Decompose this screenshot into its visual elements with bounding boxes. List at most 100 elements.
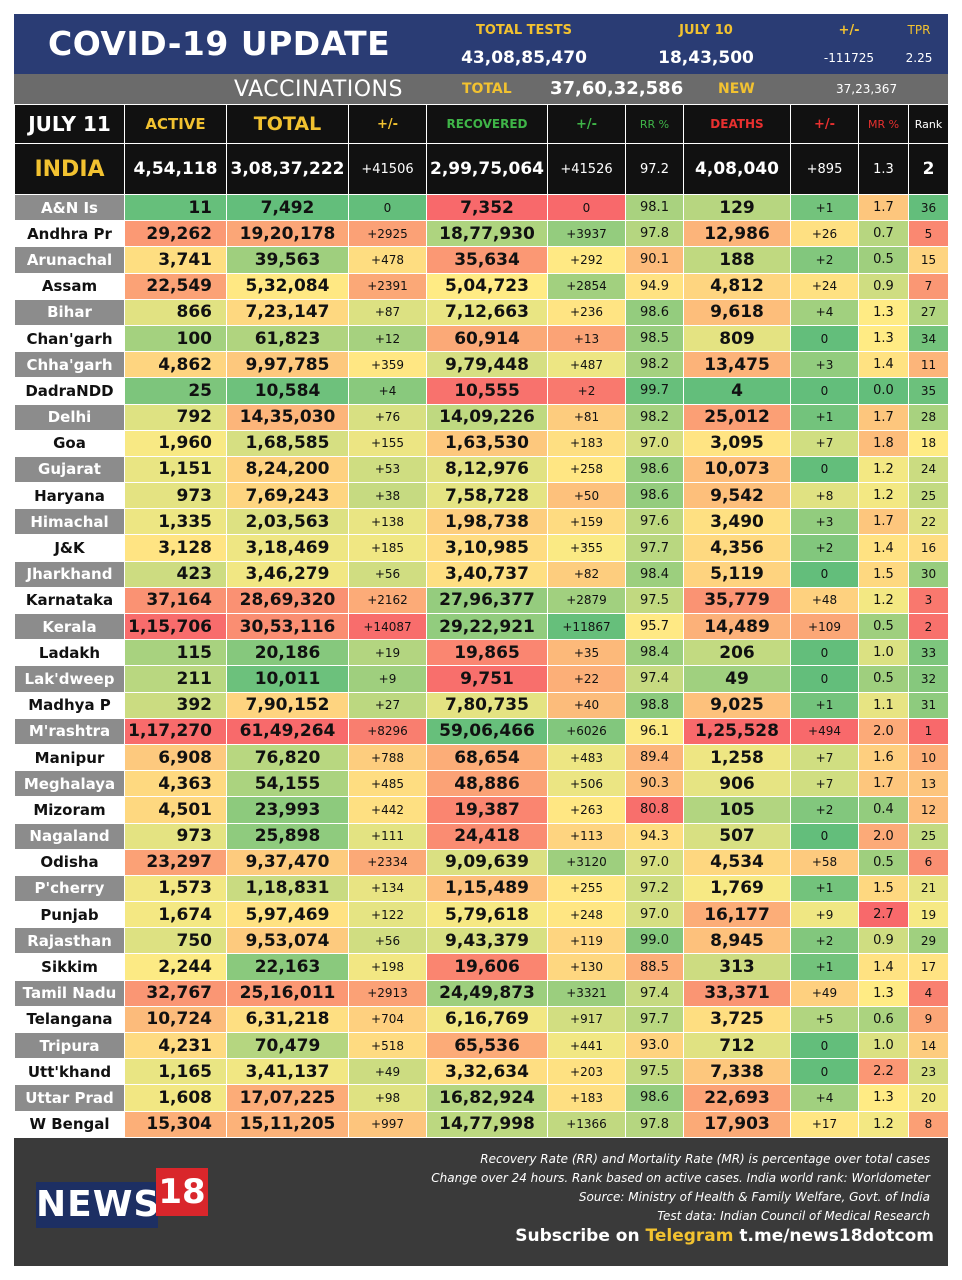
cell-dc: +7 xyxy=(790,770,859,798)
cell-active: 1,960 xyxy=(124,429,227,457)
cell-total: 7,90,152 xyxy=(226,691,349,719)
cell-tc: +359 xyxy=(348,351,427,379)
cell-rc: +113 xyxy=(547,822,626,850)
date-tests-value: 18,43,500 xyxy=(658,48,754,68)
state-name: Rajasthan xyxy=(14,927,125,955)
india-recovered: 2,99,75,064 xyxy=(426,143,548,195)
table-row: Assam 22,549 5,32,084 +2391 5,04,723 +2854 94.… xyxy=(14,272,949,300)
cell-rr: 97.5 xyxy=(625,586,684,615)
cell-rr: 94.9 xyxy=(625,272,684,300)
cell-rec: 65,536 xyxy=(426,1031,548,1060)
cell-rank: 15 xyxy=(908,246,949,274)
table-row: Chan'garh 100 61,823 +12 60,914 +13 98.5 809 0 1.… xyxy=(14,324,949,353)
cell-total: 25,898 xyxy=(226,822,349,850)
cell-dc: +9 xyxy=(790,901,859,929)
cell-rr: 98.1 xyxy=(625,193,684,222)
column-header-deaths: DEATHS xyxy=(683,104,791,144)
cell-active: 22,549 xyxy=(124,272,227,300)
cell-rr: 97.4 xyxy=(625,665,684,693)
cell-tc: +19 xyxy=(348,639,427,667)
state-name: Kerala xyxy=(14,612,125,641)
cell-total: 9,53,074 xyxy=(226,927,349,955)
india-deaths: 4,08,040 xyxy=(683,143,791,195)
cell-rc: +917 xyxy=(547,1005,626,1034)
cell-total: 39,563 xyxy=(226,246,349,274)
cell-mr: 0.7 xyxy=(858,220,909,248)
page-title: COVID-19 UPDATE xyxy=(48,24,391,63)
table-row: A&N Is 11 7,492 0 7,352 0 98.1 129 +1 1.7 36 xyxy=(14,193,949,222)
cell-tc: +76 xyxy=(348,403,427,431)
cell-rec: 60,914 xyxy=(426,324,548,353)
tests-change-value: -111725 xyxy=(823,51,875,65)
cell-rank: 18 xyxy=(908,429,949,457)
cell-dc: +1 xyxy=(790,403,859,431)
cell-deaths: 313 xyxy=(683,953,791,981)
vaccinations-total-value: 37,60,32,586 xyxy=(550,78,684,99)
cell-rr: 97.7 xyxy=(625,534,684,562)
cell-rc: +119 xyxy=(547,927,626,955)
cell-dc: +2 xyxy=(790,927,859,955)
cell-deaths: 3,725 xyxy=(683,1005,791,1034)
cell-mr: 0.5 xyxy=(858,848,909,876)
cell-total: 19,20,178 xyxy=(226,220,349,248)
cell-rc: +50 xyxy=(547,482,626,510)
cell-rr: 97.8 xyxy=(625,1110,684,1138)
cell-active: 792 xyxy=(124,403,227,431)
state-name: Telangana xyxy=(14,1005,125,1034)
cell-rr: 89.4 xyxy=(625,743,684,772)
table-row: Bihar 866 7,23,147 +87 7,12,663 +236 98.6 9,618… xyxy=(14,298,949,326)
cell-rc: +3321 xyxy=(547,979,626,1007)
cell-rank: 17 xyxy=(908,953,949,981)
telegram-label: Telegram xyxy=(645,1226,734,1246)
cell-dc: 0 xyxy=(790,639,859,667)
cell-tc: +2334 xyxy=(348,848,427,876)
cell-active: 866 xyxy=(124,298,227,326)
cell-rr: 80.8 xyxy=(625,796,684,824)
vaccinations-bar: VACCINATIONS TOTAL 37,60,32,586 NEW 37,2… xyxy=(14,74,948,104)
cell-dc: +2 xyxy=(790,534,859,562)
table-row: Lak'dweep 211 10,011 +9 9,751 +22 97.4 49 0 0.5 32 xyxy=(14,665,949,693)
india-row: INDIA 4,54,118 3,08,37,222 +41506 2,99,7… xyxy=(14,143,949,195)
telegram-link[interactable]: t.me/news18dotcom xyxy=(739,1226,934,1246)
cell-rc: +292 xyxy=(547,246,626,274)
cell-total: 30,53,116 xyxy=(226,612,349,641)
cell-active: 11 xyxy=(124,193,227,222)
cell-rec: 18,77,930 xyxy=(426,220,548,248)
cell-tc: +704 xyxy=(348,1005,427,1034)
date-label: JULY 10 xyxy=(679,23,733,38)
cell-dc: 0 xyxy=(790,455,859,484)
cell-total: 3,46,279 xyxy=(226,560,349,588)
cell-active: 1,165 xyxy=(124,1058,227,1086)
cell-active: 37,164 xyxy=(124,586,227,615)
column-header-rank: Rank xyxy=(908,104,949,144)
cell-dc: 0 xyxy=(790,377,859,405)
table-body: INDIA 4,54,118 3,08,37,222 +41506 2,99,7… xyxy=(14,143,949,1138)
table-row: Delhi 792 14,35,030 +76 14,09,226 +81 98.2 25,0… xyxy=(14,403,949,431)
cell-rank: 32 xyxy=(908,665,949,693)
cell-deaths: 4 xyxy=(683,377,791,405)
column-header-total: TOTAL xyxy=(226,104,349,144)
cell-dc: +7 xyxy=(790,429,859,457)
cell-mr: 0.4 xyxy=(858,796,909,824)
cell-dc: +4 xyxy=(790,298,859,326)
cell-tc: +53 xyxy=(348,455,427,484)
cell-total: 61,49,264 xyxy=(226,717,349,745)
cell-rank: 8 xyxy=(908,1110,949,1138)
cell-tc: +2162 xyxy=(348,586,427,615)
cell-rec: 19,865 xyxy=(426,639,548,667)
table-row: DadraNDD 25 10,584 +4 10,555 +2 99.7 4 0 0.0 35 xyxy=(14,377,949,405)
cell-deaths: 507 xyxy=(683,822,791,850)
cell-rr: 97.5 xyxy=(625,1058,684,1086)
cell-rec: 5,79,618 xyxy=(426,901,548,929)
cell-rec: 10,555 xyxy=(426,377,548,405)
cell-rec: 9,79,448 xyxy=(426,351,548,379)
cell-deaths: 9,542 xyxy=(683,482,791,510)
cell-dc: +17 xyxy=(790,1110,859,1138)
cell-tc: +56 xyxy=(348,927,427,955)
table-row: W Bengal 15,304 15,11,205 +997 14,77,998 +136… xyxy=(14,1110,949,1138)
cell-active: 2,244 xyxy=(124,953,227,981)
cell-rc: +2854 xyxy=(547,272,626,300)
cell-rr: 98.6 xyxy=(625,455,684,484)
cell-rank: 24 xyxy=(908,455,949,484)
cell-dc: +1 xyxy=(790,193,859,222)
